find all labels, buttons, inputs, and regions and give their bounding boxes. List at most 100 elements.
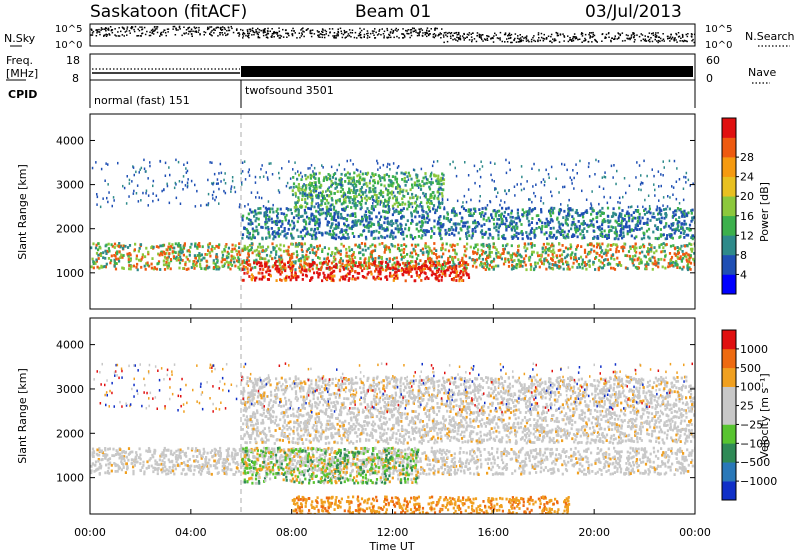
scatter-cell [633, 245, 636, 249]
scatter-cell [217, 267, 220, 271]
scatter-cell [203, 267, 206, 271]
scatter-cell [556, 264, 559, 267]
sky-noise-point [486, 37, 488, 40]
scatter-cell [409, 254, 412, 258]
scatter-cell [515, 266, 518, 270]
scatter-cell [104, 265, 107, 269]
scatter-cell [388, 257, 391, 261]
sky-noise-point [264, 31, 266, 33]
scatter-cell [315, 220, 319, 224]
sky-noise-point [418, 33, 420, 35]
scatter-cell [589, 207, 592, 210]
scatter-cell [326, 209, 329, 213]
scatter-cell [329, 212, 332, 216]
scatter-cell [372, 208, 375, 212]
scatter-cell [545, 225, 548, 228]
scatter-cell [546, 247, 549, 251]
scatter-cell [113, 246, 116, 249]
scatter-cell [410, 218, 414, 222]
scatter-cell [549, 214, 552, 218]
scatter-cell [582, 233, 585, 237]
scatter-cell [363, 182, 366, 186]
scatter-cell [391, 263, 394, 267]
sky-noise-point [506, 38, 508, 40]
scatter-cell [483, 214, 486, 218]
scatter-cell [264, 206, 267, 210]
sky-noise-point [499, 37, 501, 39]
sky-noise-point [456, 34, 459, 36]
sky-noise-point [630, 34, 633, 36]
scatter-cell [306, 257, 309, 261]
sky-noise-point [114, 34, 116, 36]
scatter-cell [339, 237, 343, 241]
scatter-cell [386, 278, 389, 281]
scatter-cell [368, 190, 371, 194]
scatter-cell [564, 218, 567, 222]
scatter-cell [367, 258, 370, 262]
sky-noise-point [190, 28, 193, 30]
scatter-cell [355, 180, 358, 183]
scatter-cell [603, 218, 606, 221]
scatter-cell [171, 246, 174, 250]
scatter-cell [679, 257, 682, 260]
sky-noise-point [538, 37, 540, 39]
scatter-cell [337, 235, 340, 239]
scatter-cell [297, 213, 300, 217]
scatter-cell [500, 257, 503, 261]
scatter-cell [395, 256, 398, 260]
scatter-cell [377, 236, 380, 240]
scatter-cell [410, 214, 413, 218]
scatter-cell [279, 261, 282, 265]
scatter-cell [488, 267, 491, 271]
scatter-cell [643, 236, 646, 240]
scatter-cell [534, 263, 537, 266]
sky-noise-point [149, 31, 151, 33]
scatter-cell [674, 263, 677, 267]
scatter-cell [245, 247, 248, 251]
scatter-cell [437, 260, 441, 263]
sky-noise-point [150, 29, 153, 32]
scatter-cell [617, 222, 620, 226]
scatter-cell [394, 227, 397, 231]
sky-noise-point [292, 27, 294, 30]
scatter-cell [216, 265, 219, 269]
scatter-cell [516, 216, 519, 220]
scatter-cell [443, 261, 446, 265]
sky-noise-point [543, 33, 545, 36]
scatter-cell [495, 248, 498, 252]
sky-noise-point [555, 39, 557, 42]
scatter-cell [426, 216, 429, 220]
scatter-cell [359, 251, 362, 254]
scatter-cell [516, 251, 519, 255]
scatter-cell [391, 244, 394, 248]
sky-noise-point [303, 31, 305, 33]
scatter-cell [691, 208, 694, 212]
noise-cell [585, 198, 588, 201]
scatter-cell [166, 266, 169, 270]
scatter-cell [545, 267, 548, 271]
scatter-cell [643, 245, 646, 248]
sky-noise-point [681, 33, 684, 36]
scatter-cell [474, 221, 477, 225]
sky-noise-point [134, 25, 137, 28]
scatter-cell [367, 226, 370, 230]
scatter-cell [379, 277, 382, 281]
scatter-cell [267, 207, 271, 211]
sky-noise-point [262, 34, 265, 37]
sky-noise-point [503, 33, 506, 36]
scatter-cell [669, 244, 673, 248]
scatter-cell [103, 265, 106, 268]
sky-noise-point [514, 37, 516, 40]
sky-noise-point [178, 25, 181, 28]
scatter-cell [613, 257, 616, 261]
scatter-cell [461, 225, 464, 228]
scatter-cell [603, 229, 606, 233]
scatter-cell [594, 268, 597, 271]
scatter-cell [599, 246, 602, 249]
scatter-cell [484, 230, 488, 234]
scatter-cell [512, 265, 515, 268]
scatter-cell [325, 214, 328, 218]
sky-noise-point [487, 35, 489, 37]
scatter-cell [569, 243, 572, 247]
noise-cell [139, 168, 141, 171]
